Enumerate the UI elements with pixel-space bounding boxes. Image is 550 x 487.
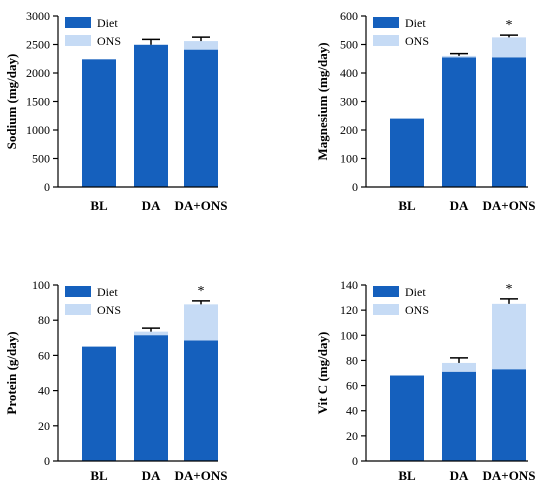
legend-swatch-diet — [373, 286, 399, 297]
y-tick-label: 2500 — [26, 38, 50, 52]
bar-ons-da — [134, 331, 168, 336]
y-tick-label: 500 — [32, 152, 50, 166]
category-label: DA — [142, 468, 161, 483]
category-label: BL — [90, 198, 108, 213]
bar-diet-da+ons — [492, 57, 526, 188]
y-axis-label: Magnesium (mg/day) — [315, 42, 330, 160]
legend-label-diet: Diet — [97, 285, 118, 299]
y-tick-label: 140 — [340, 278, 358, 292]
y-tick-label: 80 — [38, 313, 50, 327]
y-tick-label: 400 — [340, 66, 358, 80]
legend-label-ons: ONS — [97, 34, 121, 48]
chart-panel-1: BL DA DA+ONS 0 500 1000 1500 2000 2500 3000 Sodium… — [4, 9, 227, 213]
y-tick-label: 40 — [38, 384, 50, 398]
bar-ons-da+ons — [492, 37, 526, 58]
bar-diet-bl — [390, 375, 424, 461]
bar-ons-da — [442, 362, 476, 372]
legend-swatch-ons — [65, 304, 91, 315]
category-label: DA+ONS — [175, 468, 228, 483]
y-tick-label: 600 — [340, 9, 358, 23]
y-tick-label: 500 — [340, 38, 358, 52]
bar-ons-da+ons — [184, 41, 218, 50]
y-tick-label: 60 — [346, 379, 358, 393]
y-tick-label: 0 — [352, 180, 358, 194]
error-bar-da+ons — [500, 298, 518, 304]
bar-diet-da — [442, 371, 476, 461]
y-tick-label: 200 — [340, 123, 358, 137]
y-tick-label: 1000 — [26, 123, 50, 137]
significance-marker: * — [198, 284, 205, 299]
chart-panel-2: BL DA * DA+ONS 0 100 200 300 400 500 600 Magnesium … — [315, 9, 535, 213]
error-bar-da — [142, 38, 160, 45]
y-tick-label: 100 — [32, 278, 50, 292]
y-axis-label: Sodium (mg/day) — [4, 54, 19, 150]
error-bar-da+ons — [192, 36, 210, 42]
bar-diet-bl — [82, 346, 116, 461]
category-label: DA — [450, 468, 469, 483]
category-label: DA — [450, 198, 469, 213]
bar-diet-da+ons — [492, 369, 526, 461]
error-bar-da+ons — [500, 34, 518, 38]
legend-label-diet: Diet — [97, 16, 118, 30]
y-tick-label: 0 — [44, 180, 50, 194]
bar-diet-bl — [82, 59, 116, 187]
category-label: DA+ONS — [175, 198, 228, 213]
chart-panel-4: BL DA * DA+ONS 0 20 40 60 80 100 120 140 Vit C (mg/d… — [315, 278, 535, 483]
category-label: BL — [398, 468, 416, 483]
bar-diet-da — [134, 44, 168, 187]
y-axis-label: Vit C (mg/day) — [315, 332, 330, 415]
y-tick-label: 80 — [346, 353, 358, 367]
category-label: DA — [142, 198, 161, 213]
error-bar-da — [142, 327, 160, 332]
error-bar-da+ons — [192, 300, 210, 305]
bar-ons-da — [442, 55, 476, 58]
legend-swatch-ons — [373, 304, 399, 315]
bar-diet-bl — [390, 118, 424, 187]
legend-swatch-diet — [65, 17, 91, 28]
y-tick-label: 100 — [340, 328, 358, 342]
y-tick-label: 1500 — [26, 95, 50, 109]
bar-diet-da — [442, 57, 476, 188]
y-tick-label: 40 — [346, 404, 358, 418]
legend-swatch-ons — [373, 35, 399, 46]
chart-panel-3: BL DA * DA+ONS 0 20 40 60 80 100 Protein (g/day) Di… — [4, 278, 227, 483]
category-label: BL — [90, 468, 108, 483]
significance-marker: * — [506, 18, 513, 33]
bar-diet-da — [134, 335, 168, 461]
y-tick-label: 60 — [38, 348, 50, 362]
legend-label-diet: Diet — [405, 16, 426, 30]
y-tick-label: 20 — [346, 429, 358, 443]
bar-ons-da+ons — [184, 304, 218, 341]
category-label: BL — [398, 198, 416, 213]
category-label: DA+ONS — [483, 468, 536, 483]
y-tick-label: 20 — [38, 419, 50, 433]
y-tick-label: 120 — [340, 303, 358, 317]
bar-ons-da+ons — [492, 303, 526, 370]
legend-swatch-diet — [373, 17, 399, 28]
category-label: DA+ONS — [483, 198, 536, 213]
legend-swatch-ons — [65, 35, 91, 46]
bar-diet-da+ons — [184, 340, 218, 461]
legend-label-ons: ONS — [97, 303, 121, 317]
y-tick-label: 2000 — [26, 66, 50, 80]
y-tick-label: 300 — [340, 95, 358, 109]
legend-label-ons: ONS — [405, 303, 429, 317]
legend-label-diet: Diet — [405, 285, 426, 299]
y-tick-label: 0 — [44, 454, 50, 468]
y-axis-label: Protein (g/day) — [4, 331, 19, 414]
y-tick-label: 100 — [340, 152, 358, 166]
y-tick-label: 0 — [352, 454, 358, 468]
legend-swatch-diet — [65, 286, 91, 297]
bar-diet-da+ons — [184, 49, 218, 187]
error-bar-da — [450, 357, 468, 363]
error-bar-da — [450, 52, 468, 56]
significance-marker: * — [506, 282, 513, 297]
legend-label-ons: ONS — [405, 34, 429, 48]
y-tick-label: 3000 — [26, 9, 50, 23]
